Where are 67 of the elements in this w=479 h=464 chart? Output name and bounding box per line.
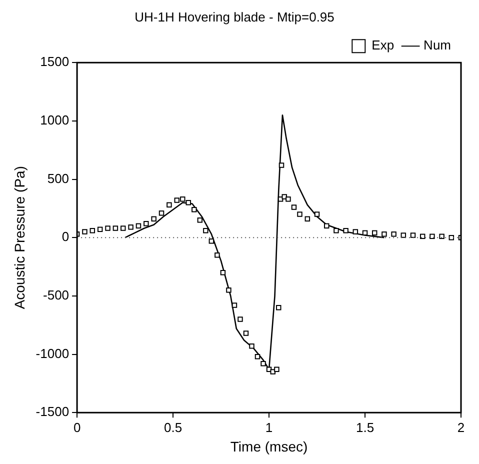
point — [430, 234, 435, 240]
y-tick-label: 1500 — [40, 54, 70, 70]
point — [304, 216, 310, 222]
point — [120, 226, 126, 231]
point — [208, 238, 214, 244]
point — [112, 226, 118, 231]
point — [352, 229, 358, 234]
point — [362, 230, 368, 236]
point — [260, 360, 266, 366]
y-axis-title: Acoustic Pressure (Pa) — [11, 166, 28, 310]
point — [276, 304, 282, 310]
x-tick-label: 0 — [73, 420, 81, 435]
point — [314, 212, 320, 217]
point — [82, 229, 88, 234]
point — [232, 302, 238, 308]
point — [400, 232, 406, 238]
point — [372, 230, 378, 236]
x-axis-title: Time (msec) — [230, 438, 308, 454]
point — [274, 366, 280, 372]
point — [420, 234, 426, 240]
x-tick-label: 1 — [265, 420, 273, 435]
point — [291, 204, 297, 210]
x-tick-label: 0.5 — [164, 420, 182, 435]
chart-title: UH-1H Hovering blade - Mtip=0.95 — [134, 9, 334, 24]
point — [382, 231, 387, 237]
point — [343, 228, 348, 234]
point — [254, 354, 260, 360]
point — [166, 202, 172, 208]
point — [192, 206, 197, 212]
point — [144, 220, 149, 226]
point — [203, 228, 208, 234]
point — [90, 228, 96, 234]
point — [410, 232, 416, 238]
point — [151, 216, 156, 222]
y-tick-label: -1000 — [36, 346, 70, 361]
point — [243, 330, 249, 336]
y-tick-label: 1000 — [40, 112, 70, 128]
point — [158, 210, 164, 216]
y-tick-label: -500 — [43, 288, 70, 303]
y-tick-label: 0 — [62, 229, 70, 244]
point — [180, 196, 186, 202]
point — [97, 226, 103, 232]
x-tick-label: 2 — [457, 420, 465, 435]
point — [105, 226, 110, 231]
point — [226, 287, 232, 293]
point — [297, 212, 302, 217]
legend-label: Num — [424, 38, 452, 53]
point — [286, 196, 291, 202]
point — [270, 369, 276, 374]
point — [238, 316, 243, 322]
point — [197, 217, 203, 223]
legend-label: Exp — [372, 38, 394, 53]
point — [334, 228, 339, 234]
x-tick-label: 1.5 — [356, 420, 374, 435]
y-tick-label: -1500 — [36, 404, 70, 420]
point — [174, 198, 180, 203]
point — [324, 223, 330, 229]
point — [128, 224, 134, 230]
point — [249, 343, 254, 349]
point — [220, 270, 226, 276]
point — [186, 200, 192, 206]
point — [214, 252, 220, 258]
point — [136, 223, 142, 229]
point — [391, 231, 396, 237]
point — [439, 234, 444, 240]
point — [278, 162, 284, 168]
y-tick-label: 500 — [47, 170, 70, 186]
